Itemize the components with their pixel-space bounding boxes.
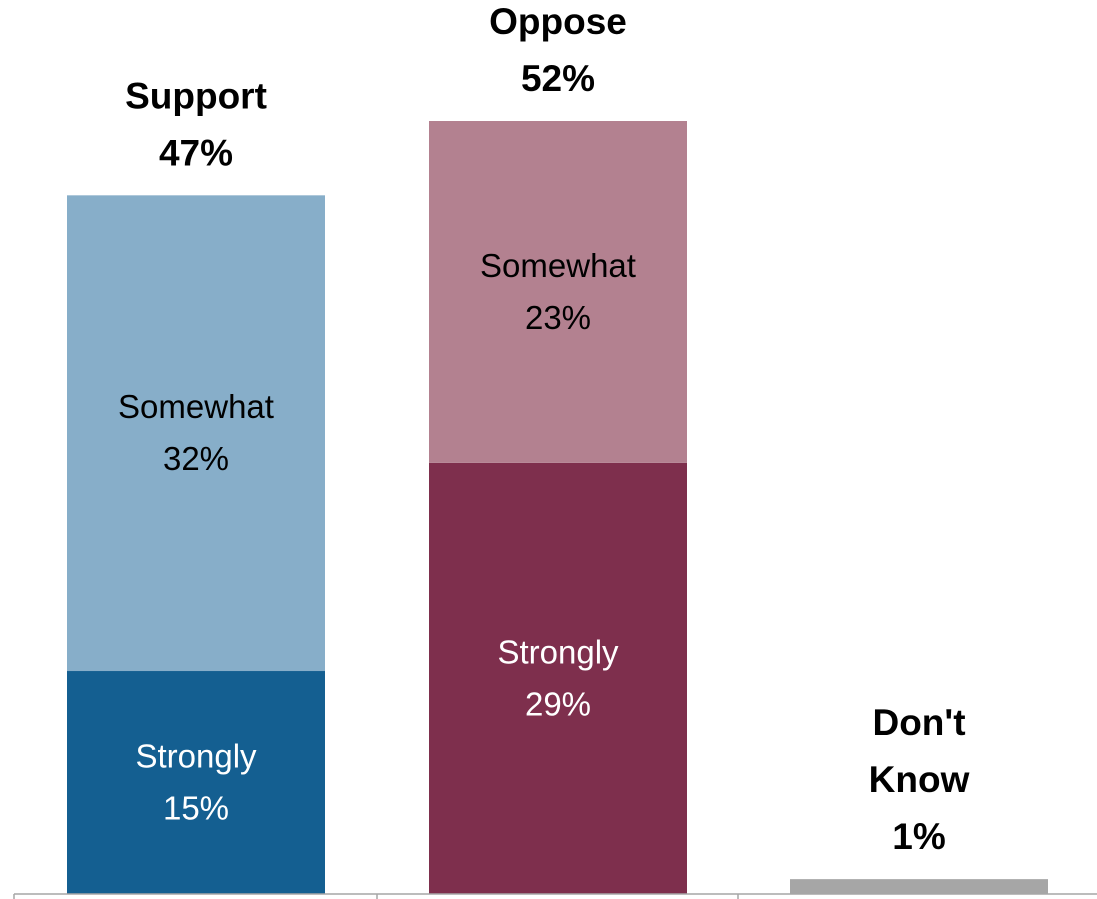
total-label-line: Oppose xyxy=(489,1,627,42)
bars-layer xyxy=(67,121,1048,894)
segment-label-line: Strongly xyxy=(497,633,619,670)
total-label-line: Know xyxy=(869,759,970,800)
total-label-line: 47% xyxy=(159,132,233,173)
segment-label-line: 15% xyxy=(163,790,229,827)
segment-label-line: 29% xyxy=(525,685,591,722)
segment-label-line: Strongly xyxy=(135,738,257,775)
segment-label: Somewhat 23% xyxy=(480,247,636,336)
bar-segment xyxy=(429,121,687,463)
total-label: Support 47% xyxy=(125,75,267,173)
x-axis xyxy=(13,893,1097,899)
total-label: Don't Know 1% xyxy=(869,702,970,857)
segment-label: Strongly 15% xyxy=(135,738,257,827)
bar-segment xyxy=(429,462,687,894)
bar-segment xyxy=(67,195,325,672)
labels-layer: Strongly 15% Somewhat 32% Support 47% Strongly… xyxy=(118,1,970,857)
bar-segment xyxy=(67,671,325,894)
segment-label-line: Somewhat xyxy=(118,388,274,425)
segment-label-line: 23% xyxy=(525,299,591,336)
segment-label: Somewhat 32% xyxy=(118,388,274,477)
total-label-line: 52% xyxy=(521,58,595,99)
segment-label: Strongly 29% xyxy=(497,633,619,722)
segment-label-line: 32% xyxy=(163,440,229,477)
bar-segment xyxy=(790,879,1048,894)
total-label-line: Support xyxy=(125,75,267,116)
segment-label-line: Somewhat xyxy=(480,247,636,284)
total-label-line: 1% xyxy=(892,816,945,857)
total-label-line: Don't xyxy=(872,702,965,743)
total-label: Oppose 52% xyxy=(489,1,627,99)
